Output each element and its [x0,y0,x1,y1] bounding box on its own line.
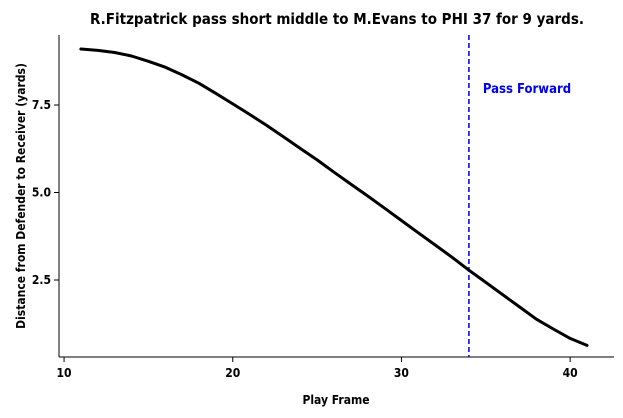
plot-area: 10 20 30 40 2.5 5.0 7.5 Pass Forward [32,35,614,380]
series-group [79,47,589,347]
x-tick-label: 20 [225,366,240,380]
y-tick-label: 7.5 [32,98,51,112]
x-tick-label: 40 [563,366,578,380]
y-tick-label: 2.5 [32,273,51,287]
x-tick-label: 30 [394,366,409,380]
y-ticks: 2.5 5.0 7.5 [32,98,59,287]
x-ticks: 10 20 30 40 [57,357,578,380]
distance-line [79,47,589,347]
chart-title: R.Fitzpatrick pass short middle to M.Eva… [90,10,584,28]
y-tick-label: 5.0 [32,186,51,200]
y-axis-label: Distance from Defender to Receiver (yard… [14,63,28,329]
pass-forward-label: Pass Forward [483,82,571,97]
x-axis-label: Play Frame [302,393,369,407]
x-tick-label: 10 [57,366,72,380]
annotations: Pass Forward [468,35,571,357]
